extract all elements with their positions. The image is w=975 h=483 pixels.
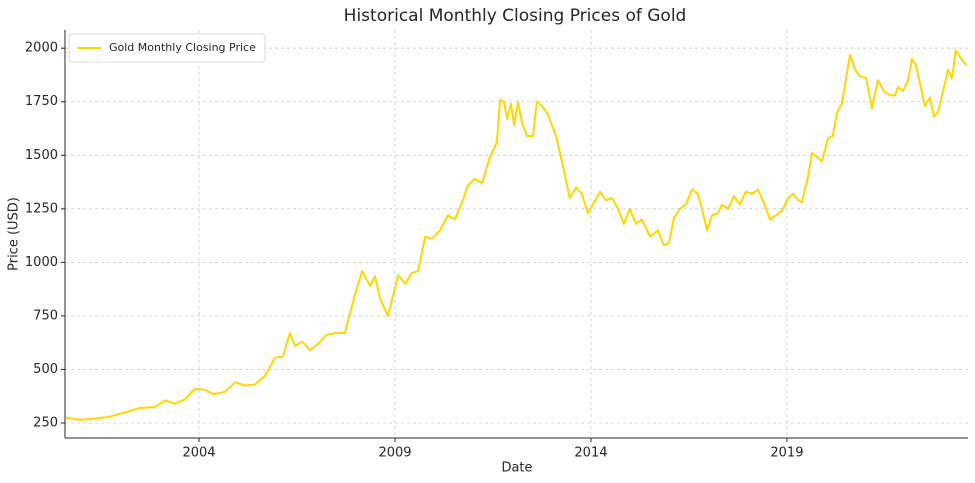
y-axis-label: Price (USD) xyxy=(7,197,22,271)
y-tick-label: 1750 xyxy=(25,94,58,109)
chart-title: Historical Monthly Closing Prices of Gol… xyxy=(344,6,687,26)
y-tick-label: 500 xyxy=(33,362,58,377)
legend-box xyxy=(68,33,266,63)
y-tick-label: 1000 xyxy=(25,255,58,270)
x-tick-label: 2004 xyxy=(182,446,215,461)
y-tick-label: 1250 xyxy=(25,201,58,216)
y-tick-label: 250 xyxy=(33,416,58,431)
x-tick-label: 2009 xyxy=(378,446,411,461)
legend-label: Gold Monthly Closing Price xyxy=(109,41,256,54)
y-tick-label: 750 xyxy=(33,308,58,323)
y-tick-label: 2000 xyxy=(25,41,58,56)
x-tick-label: 2014 xyxy=(574,446,607,461)
x-axis-label: Date xyxy=(501,461,532,476)
line xyxy=(66,49,968,421)
y-tick-label: 1500 xyxy=(25,148,58,163)
x-tick-label: 2019 xyxy=(770,446,803,461)
